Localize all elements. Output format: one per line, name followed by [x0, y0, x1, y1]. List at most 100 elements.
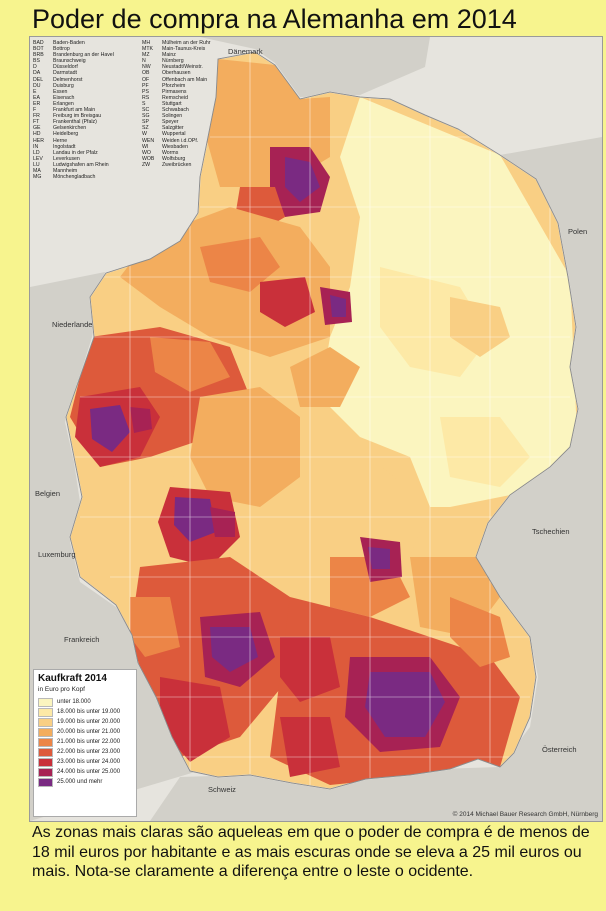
legend-swatch [38, 707, 53, 717]
neighbor-land [150, 767, 500, 821]
country-label-tschechien: Tschechien [532, 527, 570, 536]
abbreviation-code: W [142, 131, 147, 138]
region-hesse [78, 467, 190, 557]
abbreviation-name: Darmstadt [53, 70, 77, 77]
legend-label: 20.000 bis unter 21.000 [57, 729, 121, 735]
abbreviation-name: Erlangen [53, 100, 74, 107]
abbreviation-row: BS Braunschweig N Nürnberg [33, 58, 251, 64]
abbreviation-code: LU [33, 161, 40, 168]
abbreviation-name: Mannheim [53, 167, 78, 174]
abbreviation-code: N [142, 58, 146, 65]
abbreviation-row: ER Erlangen S Stuttgart [33, 101, 251, 107]
region-munich [365, 672, 445, 737]
region-hannover [330, 295, 346, 317]
abbreviation-code: BAD [33, 40, 44, 46]
neighbor-land [200, 37, 430, 97]
region-bw [130, 597, 180, 657]
copyright-notice: © 2014 Michael Bauer Research GmbH, Nürn… [452, 811, 598, 818]
abbreviation-code: PF [142, 82, 149, 89]
abbreviation-name: Schwabach [162, 107, 189, 114]
abbreviation-code: ZW [142, 161, 151, 168]
legend-swatch [38, 767, 53, 777]
legend-swatch [38, 757, 53, 767]
abbreviation-code: BOT [33, 46, 44, 53]
legend-items: unter 18.000 18.000 bis unter 19.000 19.00… [38, 697, 132, 787]
country-label-niederlande: Niederlande [52, 320, 93, 329]
abbreviation-name: Speyer [162, 119, 179, 126]
abbreviation-name: Duisburg [53, 82, 74, 89]
abbreviation-name: Freiburg im Breisgau [53, 113, 102, 120]
region-east-light [440, 417, 530, 487]
abbreviation-name: Gelsenkirchen [53, 125, 87, 132]
abbreviation-code: GE [33, 125, 41, 132]
abbreviation-row: DU Duisburg PF Pforzheim [33, 83, 251, 89]
abbreviation-code: WI [142, 143, 149, 150]
abbreviation-row: E Essen PS Pirmasens [33, 89, 251, 95]
neighbor-land [476, 137, 602, 821]
country-label-schweiz: Schweiz [208, 785, 236, 794]
abbreviation-list: BAD Baden-Baden MH Mülheim an der Ruhr BOT Bo… [33, 40, 251, 180]
region-east-light [290, 347, 360, 407]
abbreviation-code: MG [33, 174, 42, 181]
abbreviation-row: LD Landau in der Pfalz WO Worms [33, 150, 251, 156]
abbreviation-name: Stuttgart [162, 100, 182, 107]
abbreviation-code: MH [142, 40, 151, 46]
abbreviation-code: FR [33, 113, 40, 120]
abbreviation-row: HER Herne WEN Weiden i.d.OPf. [33, 138, 251, 144]
abbreviation-name: Braunschweig [53, 58, 86, 65]
abbreviation-code: SZ [142, 125, 149, 132]
abbreviation-name: Delmenhorst [53, 76, 83, 83]
abbreviation-row: IN Ingolstadt WI Wiesbaden [33, 144, 251, 150]
abbreviation-code: MA [33, 167, 41, 174]
map-legend: Kaufkraft 2014 in Euro pro Kopf unter 18… [33, 669, 137, 817]
abbreviation-row: F Frankfurt am Main SC Schwabach [33, 107, 251, 113]
legend-item: 23.000 bis unter 24.000 [38, 757, 132, 767]
abbreviation-code: HD [33, 131, 41, 138]
abbreviation-row: HD Heidelberg W Wuppertal [33, 131, 251, 137]
abbreviation-code: LD [33, 149, 40, 156]
legend-item: unter 18.000 [38, 697, 132, 707]
legend-item: 24.000 bis unter 25.000 [38, 767, 132, 777]
abbreviation-name: Landau in der Pfalz [53, 149, 98, 156]
abbreviation-name: Ludwigshafen am Rhein [53, 161, 109, 168]
region-east-light [450, 297, 510, 357]
country-label-belgien: Belgien [35, 489, 61, 498]
abbreviation-code: FT [33, 119, 40, 126]
legend-title: Kaufkraft 2014 [38, 673, 107, 684]
page-title: Poder de compra na Alemanha em 2014 [32, 4, 517, 34]
legend-swatch [38, 737, 53, 747]
abbreviation-code: WEN [142, 137, 155, 144]
region-hesse [190, 387, 300, 507]
abbreviation-name: Wiesbaden [162, 143, 188, 150]
abbreviation-code: WO [142, 149, 151, 156]
district-boundaries [70, 52, 570, 789]
abbreviation-row: LU Ludwigshafen am Rhein ZW Zweibrücken [33, 162, 251, 168]
abbreviation-row: EA Eisenach RS Remscheid [33, 95, 251, 101]
abbreviation-code: NW [142, 64, 151, 71]
abbreviation-code: BRB [33, 52, 44, 59]
region-nuremberg [368, 547, 390, 569]
country-label-luxemburg: Luxemburg [38, 550, 76, 559]
abbreviation-code: OB [142, 70, 150, 77]
map-frame: BAD Baden-Baden MH Mülheim an der Ruhr BOT Bo… [29, 36, 603, 822]
legend-label: 21.000 bis unter 22.000 [57, 739, 121, 745]
legend-label: 22.000 bis unter 23.000 [57, 749, 121, 755]
region-ruhr [130, 407, 152, 433]
caption-text: As zonas mais claras são aqueleas em que… [32, 824, 590, 880]
abbreviation-row: GE Gelsenkirchen SZ Salzgitter [33, 125, 251, 131]
abbreviation-code: BS [33, 58, 40, 65]
legend-subtitle: in Euro pro Kopf [38, 686, 85, 693]
legend-label: 25.000 und mehr [57, 779, 103, 785]
abbreviation-code: PS [142, 88, 149, 95]
abbreviation-row: LEV Leverkusen WOB Wolfsburg [33, 156, 251, 162]
abbreviation-row: FT Frankenthal (Pfalz) SP Speyer [33, 119, 251, 125]
region-bavaria [450, 597, 510, 667]
abbreviation-name: Brandenburg an der Havel [53, 52, 114, 59]
abbreviation-name: Remscheid [162, 94, 188, 101]
abbreviation-name: Offenbach am Main [162, 76, 208, 83]
abbreviation-code: LEV [33, 155, 43, 162]
legend-label: 18.000 bis unter 19.000 [57, 709, 121, 715]
legend-item: 20.000 bis unter 21.000 [38, 727, 132, 737]
abbreviation-name: Heidelberg [53, 131, 79, 138]
abbreviation-code: IN [33, 143, 39, 150]
